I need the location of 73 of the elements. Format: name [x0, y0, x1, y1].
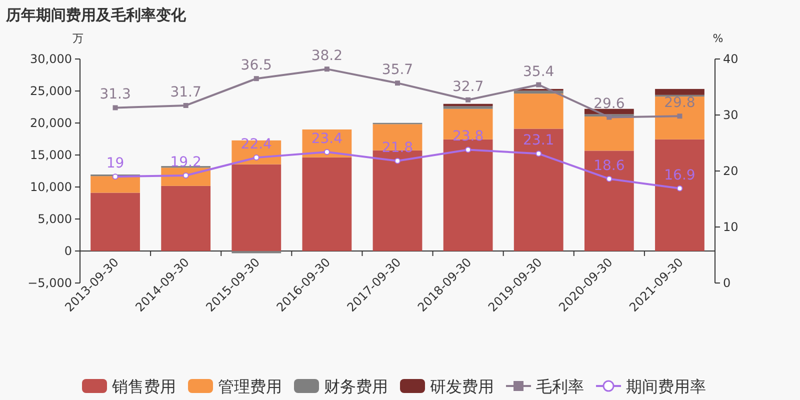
- data-label: 35.4: [523, 64, 554, 80]
- bar: [655, 88, 704, 95]
- y-tick-label: 20,000: [30, 116, 72, 130]
- point: [536, 82, 542, 88]
- bar: [443, 108, 493, 140]
- legend-label: 财务费用: [324, 377, 388, 396]
- bar: [372, 124, 422, 150]
- bar: [161, 186, 211, 251]
- y2-tick-label: 10: [723, 220, 738, 234]
- bar: [655, 139, 704, 251]
- bar: [232, 164, 282, 251]
- data-label: 31.7: [170, 84, 202, 100]
- data-label: 35.7: [382, 62, 414, 78]
- data-label: 23.8: [452, 128, 484, 145]
- data-label: 21.8: [382, 140, 414, 156]
- point: [676, 185, 683, 192]
- bar: [302, 157, 352, 251]
- bar: [514, 90, 564, 94]
- point: [324, 66, 330, 72]
- legend-label: 期间费用率: [626, 377, 706, 396]
- legend-label: 管理费用: [218, 377, 282, 396]
- point: [112, 174, 118, 180]
- point: [324, 148, 330, 155]
- y-tick-label: 10,000: [30, 180, 72, 194]
- point: [253, 154, 260, 161]
- bar: [514, 128, 564, 251]
- data-label: 38.2: [311, 48, 343, 64]
- y-tick-label: 25,000: [30, 84, 72, 98]
- y2-axis-title: %: [712, 32, 724, 45]
- bar: [443, 106, 493, 109]
- y-tick-label: 0: [64, 244, 72, 258]
- bar: [443, 139, 493, 251]
- data-label: 36.5: [240, 58, 272, 74]
- bar: [514, 94, 564, 129]
- data-label: 23.1: [523, 132, 554, 149]
- point: [183, 102, 188, 108]
- data-label: 19: [106, 156, 124, 172]
- bar: [584, 150, 634, 251]
- point: [394, 158, 400, 164]
- legend-label: 毛利率: [536, 377, 584, 396]
- point: [395, 80, 400, 86]
- point: [112, 105, 118, 110]
- data-label: 29.6: [594, 96, 625, 112]
- y2-tick-label: 0: [723, 276, 731, 290]
- point: [536, 150, 542, 157]
- point: [606, 114, 612, 120]
- point: [182, 172, 189, 178]
- point: [677, 114, 682, 119]
- y-tick-label: 30,000: [30, 52, 72, 66]
- y2-tick-label: 30: [723, 108, 738, 122]
- bar: [90, 176, 140, 193]
- bar: [90, 192, 140, 251]
- y-axis-title: 万: [72, 32, 84, 45]
- point: [606, 176, 612, 182]
- data-label: 23.4: [311, 130, 343, 147]
- bar: [584, 116, 634, 151]
- point: [254, 76, 259, 82]
- legend-label: 研发费用: [430, 377, 494, 396]
- bar: [655, 96, 704, 140]
- y-tick-label: 15,000: [30, 148, 72, 162]
- chart-title: 历年期间费用及毛利率变化: [5, 6, 187, 24]
- data-label: 22.4: [240, 136, 272, 153]
- point: [466, 97, 471, 102]
- point: [465, 146, 472, 153]
- data-label: 16.9: [664, 167, 696, 184]
- data-label: 18.6: [594, 158, 625, 174]
- y-tick-label: 5,000: [38, 212, 72, 226]
- legend-label: 销售费用: [111, 377, 176, 396]
- y2-tick-label: 20: [723, 164, 738, 178]
- data-label: 31.3: [100, 86, 131, 103]
- data-label: 32.7: [452, 78, 484, 95]
- data-label: 29.8: [664, 95, 696, 112]
- y2-tick-label: 40: [723, 52, 738, 66]
